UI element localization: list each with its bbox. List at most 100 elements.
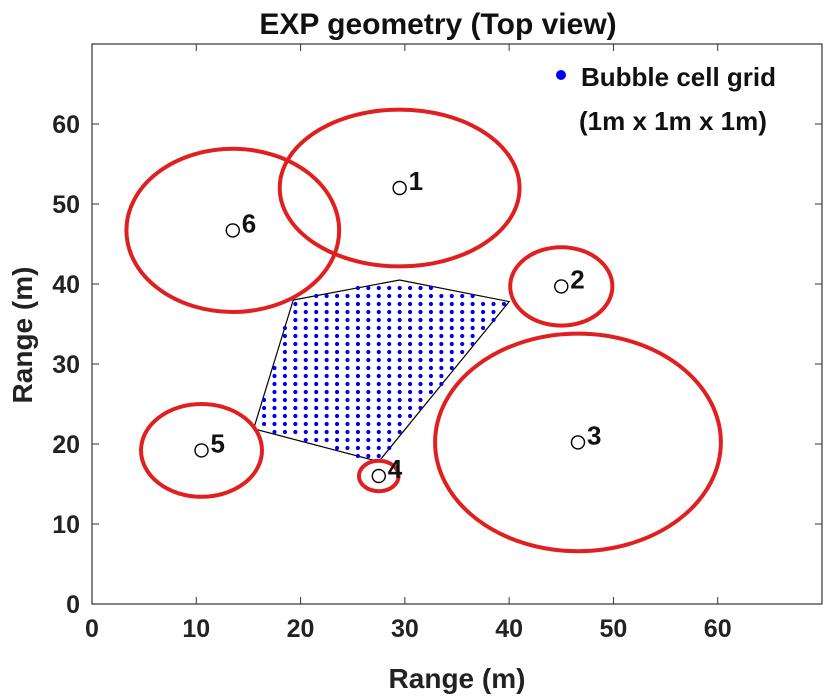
bubble-cell-dot xyxy=(387,357,392,363)
bubble-cell-dot xyxy=(376,285,381,291)
bubble-cell-dot xyxy=(397,301,402,307)
bubble-cell-dot xyxy=(355,365,361,371)
bubble-cell-dot xyxy=(376,373,381,379)
bubble-cell-dot xyxy=(324,293,329,299)
bubble-cell-dot xyxy=(345,405,350,411)
bubble-cell-dot xyxy=(324,365,329,371)
bubble-cell-dot xyxy=(428,357,434,363)
bubble-cell-dot xyxy=(314,341,319,347)
bubble-cell-dot xyxy=(480,325,486,331)
bubble-cell-dot xyxy=(428,333,434,339)
bubble-cell-dot xyxy=(293,325,298,331)
bubble-cell-dot xyxy=(314,309,319,315)
bubble-cell-dot xyxy=(460,341,465,347)
bubble-cell-dot xyxy=(324,325,329,331)
bubble-cell-dot xyxy=(334,357,340,363)
bubble-cell-dot xyxy=(376,453,381,459)
bubble-cell-dot xyxy=(282,357,288,363)
bubble-cell-dot xyxy=(491,301,496,307)
x-tick-label: 60 xyxy=(704,615,732,643)
bubble-cell-dot xyxy=(387,365,392,371)
bubble-cell-dot xyxy=(449,349,454,355)
bubble-cell-dot xyxy=(376,325,381,331)
legend-entry-1: Bubble cell grid xyxy=(581,62,776,92)
bubble-cell-dot xyxy=(293,389,298,395)
bubble-cell-dot xyxy=(376,405,381,411)
bubble-cell-dot xyxy=(376,309,381,315)
bubble-cell-dot xyxy=(303,381,308,387)
bubble-cell-dot xyxy=(334,365,340,371)
bubble-cell-dot xyxy=(314,293,319,299)
receiver-marker-4 xyxy=(371,468,386,484)
bubble-cell-dot xyxy=(334,437,340,443)
bubble-cell-dot xyxy=(355,293,361,299)
bubble-cell-dot xyxy=(293,357,298,363)
bubble-cell-dot xyxy=(418,389,423,395)
bubble-cell-dot xyxy=(293,421,298,427)
bubble-cell-dot xyxy=(282,421,288,427)
bubble-cell-dot xyxy=(324,309,329,315)
bubble-cell-dot xyxy=(407,405,413,411)
bubble-cell-dot xyxy=(324,341,329,347)
bubble-cell-dot xyxy=(460,333,465,339)
bubble-cell-dot xyxy=(272,429,277,435)
bubble-cell-dot xyxy=(303,317,308,323)
bubble-cell-dot xyxy=(376,301,381,307)
bubble-cell-dot xyxy=(418,325,423,331)
bubble-cell-dot xyxy=(324,349,329,355)
bubble-cell-dot xyxy=(345,445,350,451)
bubble-cell-dot xyxy=(293,429,298,435)
bubble-cell-dot xyxy=(282,429,288,435)
bubble-cell-dot xyxy=(366,389,371,395)
bubble-cell-dot xyxy=(366,453,371,459)
y-tick-label: 50 xyxy=(52,191,80,219)
bubble-cell-dot xyxy=(491,309,496,315)
bubble-cell-dot xyxy=(366,341,371,347)
bubble-cell-dot xyxy=(324,317,329,323)
receiver-marker-2 xyxy=(554,279,569,294)
bubble-cell-dot xyxy=(376,341,381,347)
bubble-cell-dot xyxy=(355,445,361,451)
y-axis-label: Range (m) xyxy=(7,267,38,404)
bubble-cell-dot xyxy=(397,317,402,323)
receiver-label-3: 3 xyxy=(587,420,601,450)
bubble-cell-dot xyxy=(345,429,350,435)
bubble-cell-dot xyxy=(418,373,423,379)
bubble-cell-dot xyxy=(418,341,423,347)
receiver-label-6: 6 xyxy=(242,208,256,238)
x-tick-label: 0 xyxy=(85,615,99,643)
bubble-cell-dot xyxy=(439,341,444,347)
bubble-cell-dot xyxy=(293,413,298,419)
bubble-cell-region-outline xyxy=(252,279,511,463)
bubble-cell-dot xyxy=(449,357,454,363)
bubble-cell-dot xyxy=(397,429,402,435)
bubble-cell-dot xyxy=(407,325,413,331)
x-axis-label: Range (m) xyxy=(389,663,526,694)
receiver-ring-1 xyxy=(277,107,522,269)
bubble-cell-dot xyxy=(293,373,298,379)
bubble-cell-dot xyxy=(366,381,371,387)
bubble-cell-dot xyxy=(366,325,371,331)
y-tick-label: 60 xyxy=(52,111,80,139)
bubble-cell-dot xyxy=(366,333,371,339)
receiver-ring-4 xyxy=(356,458,401,494)
bubble-cell-dot xyxy=(303,333,308,339)
bubble-cell-dot xyxy=(439,293,444,299)
bubble-cell-dot xyxy=(345,301,350,307)
bubble-cell-dot xyxy=(282,381,288,387)
bubble-cell-dot xyxy=(314,413,319,419)
bubble-cell-dot xyxy=(439,365,444,371)
bubble-cell-dot xyxy=(303,309,308,315)
bubble-cell-dot xyxy=(334,341,340,347)
bubble-cell-dot xyxy=(345,317,350,323)
bubble-cell-dot xyxy=(407,309,413,315)
bubble-cell-dot xyxy=(345,357,350,363)
bubble-cell-dot xyxy=(303,349,308,355)
bubble-cell-dot xyxy=(282,325,288,331)
bubble-cell-dot xyxy=(460,309,465,315)
bubble-cell-dot xyxy=(303,373,308,379)
bubble-cell-dot xyxy=(324,413,329,419)
bubble-cell-dot xyxy=(324,373,329,379)
y-tick-label: 30 xyxy=(52,351,80,379)
